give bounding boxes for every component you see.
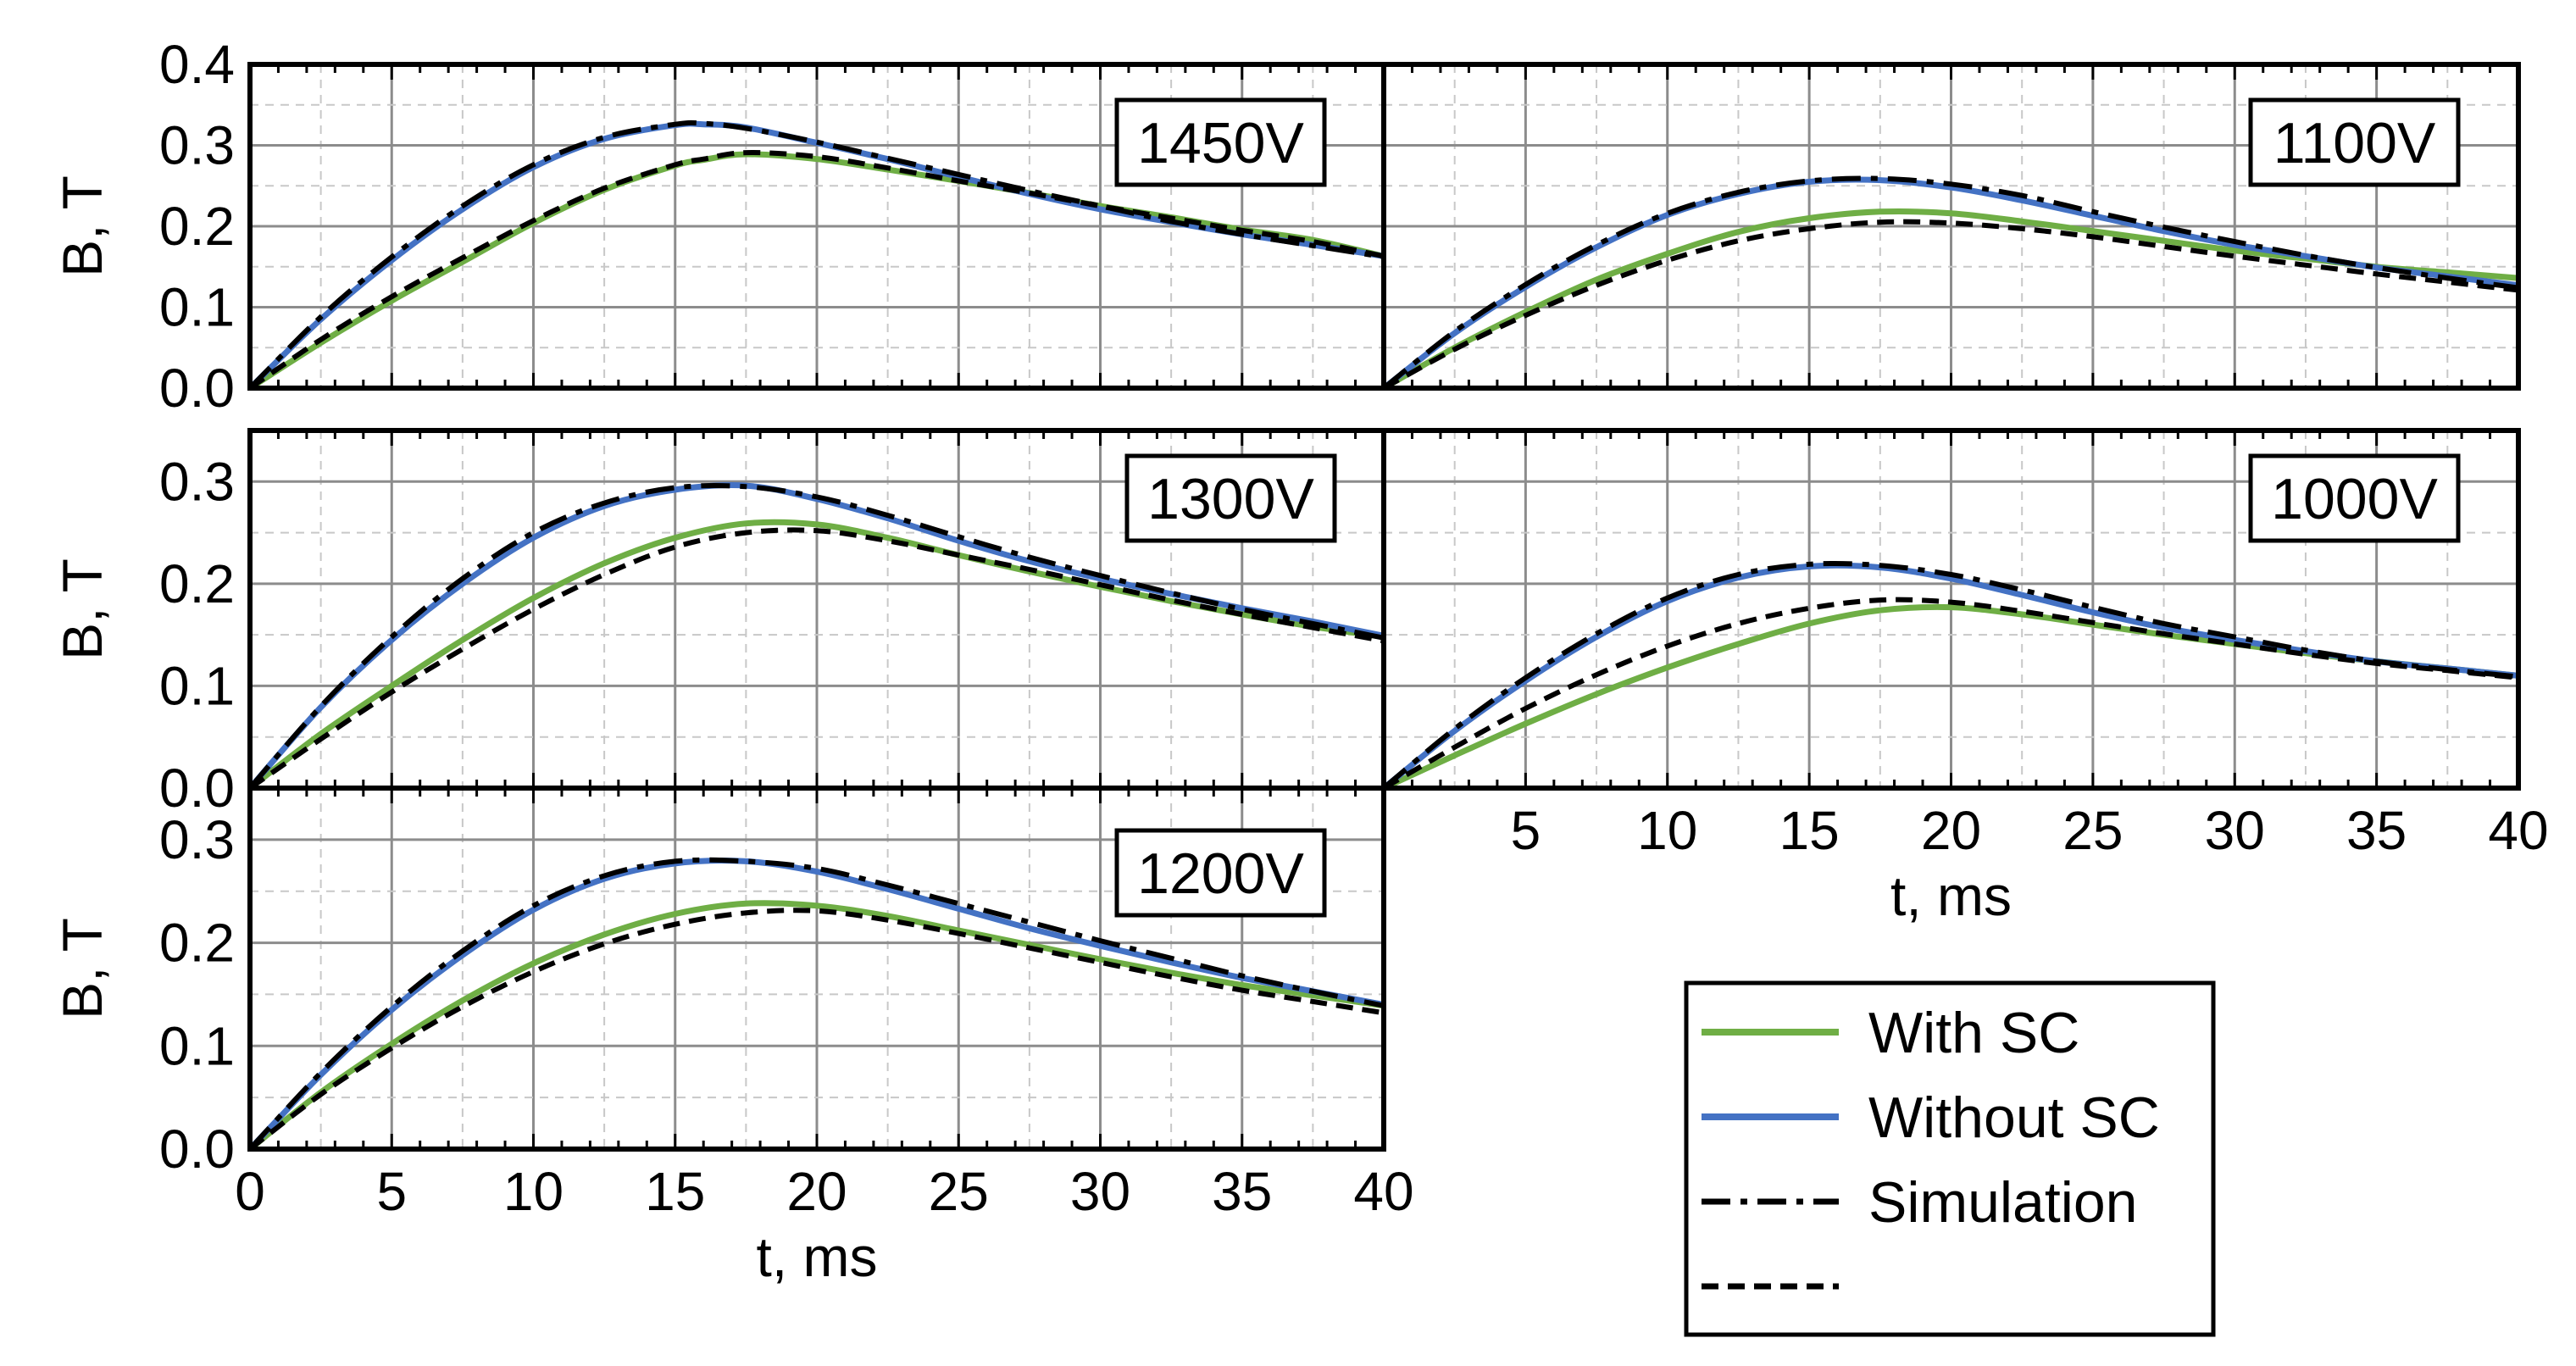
x-tick-label: 0	[235, 1161, 265, 1222]
y-tick-label: 0.0	[159, 358, 235, 419]
y-tick-label: 0.2	[159, 913, 235, 974]
y-tick-label: 0.3	[159, 115, 235, 176]
y-axis-title: B, T	[51, 175, 114, 277]
legend-box	[1684, 980, 2216, 1337]
legend-label: Without SC	[1868, 1086, 2160, 1150]
y-axis-title: B, T	[51, 558, 114, 660]
voltage-label: 1000V	[2271, 467, 2438, 531]
series-simulation-line	[250, 483, 1384, 788]
plot-frame	[247, 786, 1386, 1152]
legend-label: Simulation	[1868, 1170, 2138, 1235]
x-tick-label: 35	[2346, 800, 2407, 861]
voltage-label-box	[2248, 97, 2461, 187]
plot-frame	[1381, 428, 2521, 791]
series-without-sc-line	[250, 858, 1384, 1149]
voltage-label: 1300V	[1147, 467, 1314, 531]
voltage-label: 1100V	[2273, 111, 2436, 175]
grid	[250, 430, 1384, 788]
voltage-label-box	[1114, 828, 1327, 918]
series-dashed-line	[250, 908, 1384, 1149]
x-tick-label: 25	[2062, 800, 2123, 861]
x-tick-label: 35	[1212, 1161, 1272, 1222]
x-tick-label: 20	[786, 1161, 847, 1222]
series-simulation-line	[250, 119, 1384, 388]
y-tick-label: 0.3	[159, 809, 235, 870]
x-tick-label: 5	[1511, 800, 1541, 861]
y-tick-label: 0.2	[159, 196, 235, 257]
x-tick-label: 30	[1070, 1161, 1130, 1222]
series-group	[1384, 560, 2518, 788]
x-axis-title: t, ms	[1890, 864, 2012, 927]
panel-1000V: 5 10 15 20 25 30 35 40 t, ms 1000V	[1381, 428, 2549, 927]
x-tick-label: 40	[1353, 1161, 1413, 1222]
voltage-label-box	[2248, 453, 2461, 543]
x-tick-label: 15	[645, 1161, 705, 1222]
series-dashed-line	[250, 527, 1384, 788]
series-dashed-line	[1384, 597, 2518, 788]
x-tick-label: 10	[503, 1161, 564, 1222]
grid	[1384, 430, 2518, 788]
x-tick-label: 10	[1637, 800, 1697, 861]
series-dashed-line	[1384, 219, 2518, 388]
panel-1100V: 1100V	[1381, 62, 2521, 391]
y-tick-label: 0.3	[159, 451, 235, 512]
voltage-label: 1450V	[1137, 111, 1304, 175]
voltage-label: 1200V	[1137, 841, 1304, 906]
x-tick-label: 30	[2205, 800, 2265, 861]
x-tick-label: 25	[929, 1161, 989, 1222]
series-without-sc-line	[250, 482, 1384, 788]
series-group	[250, 482, 1384, 788]
series-group	[250, 119, 1384, 388]
series-with-sc-line	[250, 900, 1384, 1149]
x-tick-label: 15	[1779, 800, 1840, 861]
series-group	[250, 857, 1384, 1149]
y-tick-label: 0.2	[159, 553, 235, 614]
legend-label: With SC	[1868, 1001, 2079, 1065]
voltage-label-box	[1124, 453, 1337, 543]
x-tick-label: 20	[1921, 800, 1981, 861]
x-axis-title: t, ms	[757, 1225, 878, 1288]
x-tick-label: 5	[376, 1161, 407, 1222]
series-simulation-line	[250, 857, 1384, 1149]
y-tick-label: 0.0	[159, 758, 235, 819]
series-with-sc-line	[250, 151, 1384, 388]
panel-1450V: 0.0 0.1 0.2 0.3 0.4 B, T 1450V	[51, 34, 1386, 419]
y-tick-label: 0.0	[159, 1119, 235, 1180]
y-tick-label: 0.1	[159, 655, 235, 716]
y-axis-title: B, T	[51, 918, 114, 1019]
panel-1300V: 0.0 0.1 0.2 0.3 B, T 1300V	[51, 428, 1386, 819]
legend: With SC Without SC Simulation	[1684, 980, 2216, 1337]
y-tick-label: 0.1	[159, 1015, 235, 1076]
panel-1200V: 0.0 0.1 0.2 0.3 0 5 10 15 20 25 30 35 40 B, T t, ms 120…	[51, 786, 1414, 1288]
series-simulation-line	[1384, 560, 2518, 788]
series-group	[1384, 175, 2518, 388]
voltage-label-box	[1114, 97, 1327, 187]
plot-frame	[1381, 62, 2521, 391]
y-tick-label: 0.1	[159, 277, 235, 338]
series-simulation-line	[1384, 175, 2518, 388]
x-tick-label: 40	[2488, 800, 2548, 861]
y-tick-label: 0.4	[159, 34, 235, 95]
